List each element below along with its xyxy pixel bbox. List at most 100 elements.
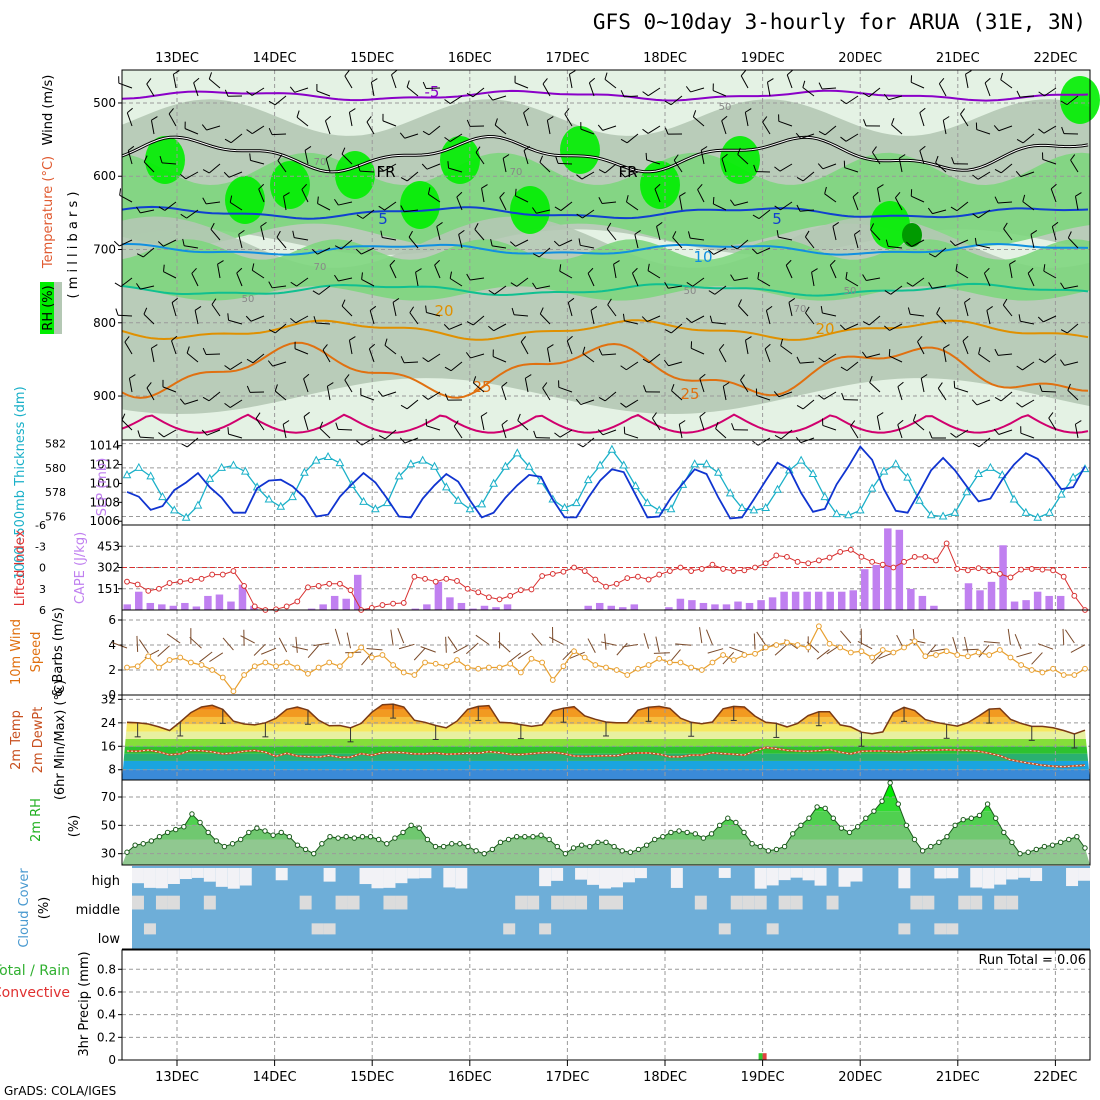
surface-wind-barbs: [111, 627, 1086, 666]
cloud-cell: [455, 868, 468, 889]
rh-marker: [781, 843, 788, 850]
wind-barb-flag: [955, 263, 958, 271]
wind-barb: [448, 167, 463, 173]
cape-bar: [826, 591, 834, 610]
rh-marker: [619, 848, 625, 854]
surface-wind-barb: [199, 651, 213, 663]
wind-barb-flag: [292, 230, 295, 238]
wind-barb: [499, 197, 507, 211]
wind-barb-flag: [523, 107, 530, 114]
wind-speed-marker: [134, 663, 141, 670]
li-marker: [517, 587, 524, 594]
wind-barb-flag: [499, 191, 505, 198]
wind-barb-flag: [194, 306, 202, 311]
rh-marker: [197, 819, 203, 826]
wind-barb: [415, 272, 419, 287]
cape-bar: [803, 591, 811, 610]
wind-barb: [121, 419, 133, 431]
isotherm-label: FR: [618, 163, 637, 181]
wind-barb: [384, 201, 397, 211]
wind-tick-label: 6: [108, 613, 116, 627]
li-marker: [805, 560, 812, 567]
wind-barb-flag: [870, 223, 875, 230]
wind-barb-flag: [236, 267, 243, 274]
wind-barb: [613, 264, 617, 279]
wind-speed-marker: [177, 654, 184, 661]
wind-barb: [1043, 270, 1057, 279]
rh-marker: [854, 824, 861, 830]
wind-barb-flag: [384, 338, 388, 346]
wind-barb-flag: [289, 86, 296, 93]
rh-axis-label: RH (%): [41, 285, 56, 330]
wind-barb-flag: [993, 428, 1000, 435]
surface-wind-barb: [531, 632, 543, 646]
thickness-marker: [1057, 489, 1066, 498]
wind-barb: [251, 125, 265, 135]
precip-tick-label: 0.4: [97, 1008, 116, 1022]
wind-barb: [1048, 417, 1057, 431]
wind-barb: [744, 112, 749, 127]
rh-marker: [1082, 845, 1088, 851]
wind-barb: [567, 302, 573, 317]
cloud-cell: [1006, 868, 1019, 880]
cloud-cell: [898, 868, 911, 889]
cloud-cell: [802, 868, 815, 881]
wind-barb: [889, 323, 903, 331]
rh-marker: [822, 805, 828, 812]
wind-barb-flag: [245, 315, 252, 322]
wind-speed-marker: [486, 664, 492, 671]
wind-barb-flag: [171, 297, 178, 303]
wind-barb: [714, 285, 727, 295]
rh-marker: [221, 843, 228, 850]
surface-wind-barb: [622, 643, 639, 648]
wind-barb-flag: [672, 231, 677, 238]
wind-barb: [868, 87, 881, 98]
wind-barb: [120, 277, 133, 287]
wind-speed-marker: [262, 659, 269, 666]
isotherm-label: 5: [772, 210, 782, 228]
wind-barb-flag: [143, 155, 148, 163]
wind-barb: [871, 151, 881, 165]
cape-bar: [135, 591, 143, 610]
wind-barb-flag: [697, 183, 703, 190]
wind-speed-marker: [613, 667, 620, 673]
wind-barb: [427, 391, 441, 400]
wind-barb-flag: [721, 153, 728, 159]
wind-speed-marker: [156, 664, 162, 671]
cloud-cell: [850, 868, 863, 882]
wind-speed-marker: [975, 649, 982, 656]
cloud-cell: [419, 868, 432, 879]
cloud-cell: [754, 895, 767, 910]
wind-speed-marker: [784, 639, 790, 646]
temp-band: [122, 695, 1090, 702]
wind-barb-flag: [227, 427, 230, 435]
wind-barb: [672, 237, 683, 249]
rh-high-patch: [225, 176, 265, 224]
rh-marker: [871, 808, 877, 814]
wind-barb-flag: [202, 347, 207, 355]
cape-bar: [492, 607, 500, 610]
wind-barb-flag: [1000, 72, 1004, 80]
rh-marker: [992, 815, 999, 821]
surface-wind-barb: [1062, 628, 1065, 645]
thickness-marker: [311, 455, 321, 464]
precip-tick-label: 0.2: [97, 1030, 116, 1044]
precip-total-bar: [758, 1053, 763, 1060]
wind-barb-flag: [542, 78, 548, 85]
cloud-cell: [551, 868, 564, 881]
wind-barb: [625, 399, 639, 408]
rh-marker: [489, 846, 496, 853]
wind-barb: [1020, 95, 1035, 98]
wind-barb: [1022, 133, 1035, 144]
rh-marker: [367, 833, 374, 840]
wind-speed-marker: [965, 653, 971, 660]
wind-barb: [604, 163, 617, 174]
wind-barb-flag: [774, 166, 781, 172]
wind-barb: [938, 83, 947, 97]
cloud-cell: [718, 923, 731, 935]
wind-barb: [802, 87, 815, 97]
isotherm-30: [121, 413, 1089, 434]
wind-barb-flag: [186, 346, 190, 354]
wind-barb-flag: [1075, 420, 1082, 425]
wind-barb: [164, 201, 177, 211]
